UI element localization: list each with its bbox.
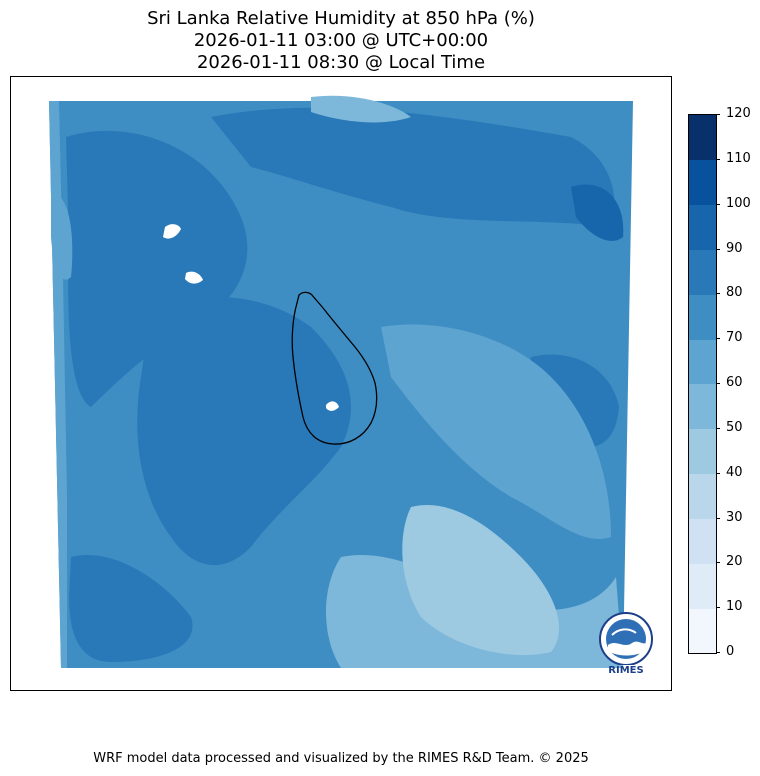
title-line-2: 2026-01-11 03:00 @ UTC+00:00 [193,30,489,51]
humidity-region-southeast-light [381,324,611,539]
humidity-map [49,95,633,668]
missing-data-patch-2 [185,271,203,284]
humidity-region-central [137,296,351,566]
missing-data-patch-3 [326,401,339,411]
title-line-1: Sri Lanka Relative Humidity at 850 hPa (… [147,8,535,29]
colorbar [688,114,717,654]
humidity-region-northwest [66,130,248,408]
colorbar-segment [689,563,716,609]
colorbar-segment [689,249,716,295]
rimes-globe-icon [599,612,653,666]
rimes-logo-text: RIMES [608,665,644,676]
title-line-3: 2026-01-11 08:30 @ Local Time [196,52,486,73]
map-frame [10,76,672,691]
footer-credit: WRF model data processed and visualized … [93,751,589,766]
humidity-region-north [211,107,615,227]
colorbar-segment [689,159,716,206]
colorbar-segment [689,608,716,654]
colorbar-segment [689,473,716,519]
missing-data-patch-1 [163,224,181,239]
humidity-region-northeast [571,184,624,241]
humidity-region-north-light [311,95,411,123]
humidity-region-south-lighter [402,505,560,656]
colorbar-segment [689,384,716,430]
humidity-region-southwest [69,555,193,662]
map-title: Sri Lanka Relative Humidity at 850 hPa (… [10,8,672,74]
colorbar-segment [689,518,716,564]
rimes-logo: RIMES [594,609,658,679]
colorbar-segment [689,339,716,385]
humidity-region-west-light [51,195,73,280]
sri-lanka-coastline [291,291,378,445]
colorbar-segment [689,204,716,250]
colorbar-segment [689,294,716,340]
colorbar-segment [689,115,716,161]
colorbar-segment [689,428,716,475]
